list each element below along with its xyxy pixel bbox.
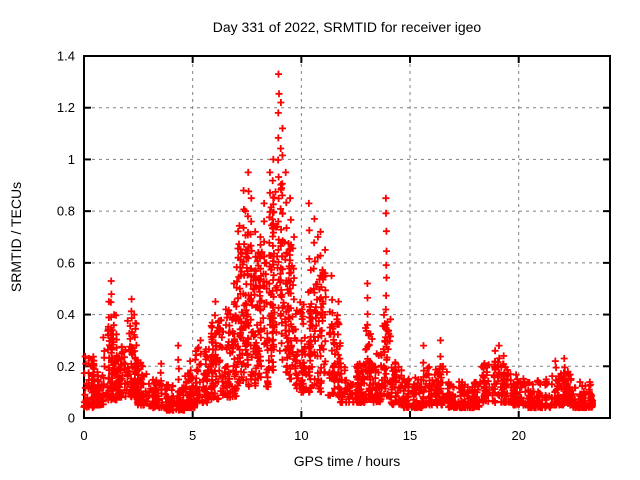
y-axis-label: SRMTID / TECUs: [8, 182, 24, 292]
x-tick-label: 0: [80, 428, 87, 443]
x-axis-label: GPS time / hours: [294, 453, 401, 469]
y-tick-label: 0.6: [57, 255, 75, 270]
y-tick-label: 1.2: [57, 100, 75, 115]
chart-title: Day 331 of 2022, SRMTID for receiver ige…: [213, 19, 482, 35]
y-tick-label: 0.8: [57, 204, 75, 219]
grid-lines: [85, 57, 609, 417]
y-tick-label: 0.2: [57, 359, 75, 374]
plot-border: [83, 55, 611, 419]
y-tick-label: 1.4: [57, 49, 75, 64]
tick-labels: 0 5 10 15 20 0 0.2 0.4 0.6 0.8 1 1.2 1.4: [57, 49, 526, 444]
x-tick-label: 10: [294, 428, 308, 443]
y-tick-label: 0: [68, 411, 75, 426]
data-points: [80, 70, 597, 414]
x-tick-label: 15: [403, 428, 417, 443]
x-tick-label: 5: [189, 428, 196, 443]
y-tick-label: 0.4: [57, 307, 75, 322]
y-tick-label: 1: [68, 152, 75, 167]
x-tick-label: 20: [511, 428, 525, 443]
